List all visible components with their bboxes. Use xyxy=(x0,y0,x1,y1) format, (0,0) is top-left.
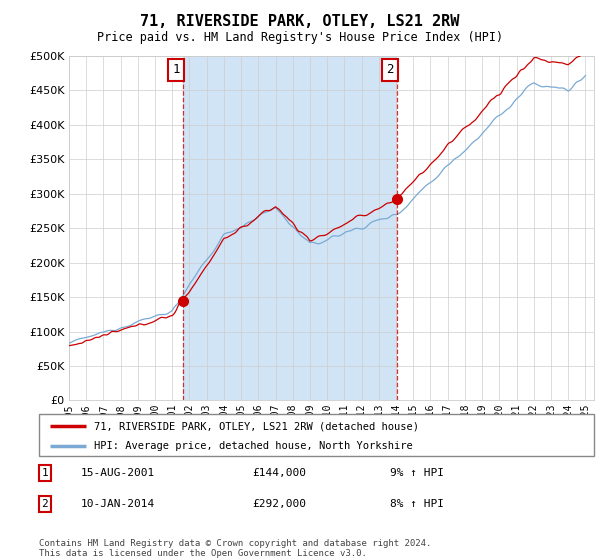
Text: £292,000: £292,000 xyxy=(252,499,306,509)
Text: 15-AUG-2001: 15-AUG-2001 xyxy=(81,468,155,478)
Text: HPI: Average price, detached house, North Yorkshire: HPI: Average price, detached house, Nort… xyxy=(95,441,413,451)
Text: Price paid vs. HM Land Registry's House Price Index (HPI): Price paid vs. HM Land Registry's House … xyxy=(97,31,503,44)
Text: 8% ↑ HPI: 8% ↑ HPI xyxy=(390,499,444,509)
Text: £144,000: £144,000 xyxy=(252,468,306,478)
Text: 10-JAN-2014: 10-JAN-2014 xyxy=(81,499,155,509)
Text: Contains HM Land Registry data © Crown copyright and database right 2024.
This d: Contains HM Land Registry data © Crown c… xyxy=(39,539,431,558)
Text: 71, RIVERSIDE PARK, OTLEY, LS21 2RW (detached house): 71, RIVERSIDE PARK, OTLEY, LS21 2RW (det… xyxy=(95,421,419,431)
Text: 1: 1 xyxy=(172,63,180,76)
Text: 2: 2 xyxy=(386,63,394,76)
Text: 9% ↑ HPI: 9% ↑ HPI xyxy=(390,468,444,478)
Bar xyxy=(183,56,397,400)
Text: 1: 1 xyxy=(41,468,49,478)
Text: 71, RIVERSIDE PARK, OTLEY, LS21 2RW: 71, RIVERSIDE PARK, OTLEY, LS21 2RW xyxy=(140,14,460,29)
Text: 2: 2 xyxy=(41,499,49,509)
FancyBboxPatch shape xyxy=(39,414,594,456)
